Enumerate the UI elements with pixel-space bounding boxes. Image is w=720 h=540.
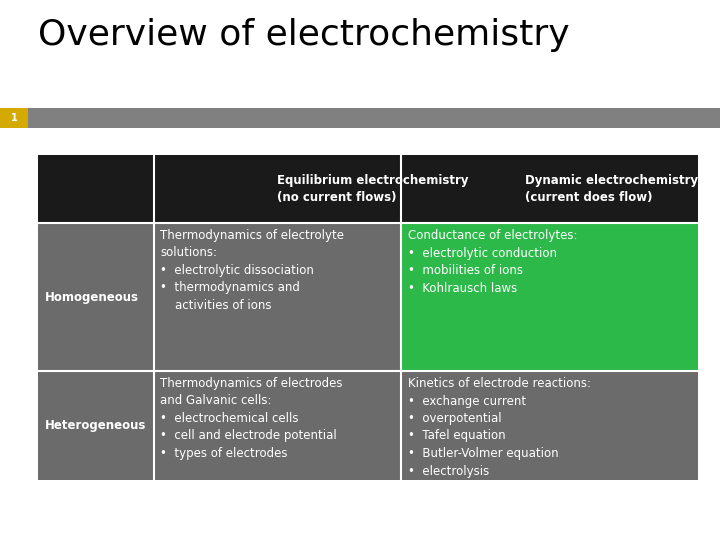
Bar	[401, 223, 698, 371]
Text: Homogeneous: Homogeneous	[45, 291, 139, 303]
Bar	[0, 108, 720, 128]
Bar	[38, 155, 698, 223]
Text: Thermodynamics of electrodes
and Galvanic cells:
•  electrochemical cells
•  cel: Thermodynamics of electrodes and Galvani…	[161, 377, 343, 460]
Text: Heterogeneous: Heterogeneous	[45, 419, 146, 432]
Text: Kinetics of electrode reactions:
•  exchange current
•  overpotential
•  Tafel e: Kinetics of electrode reactions: • excha…	[408, 377, 591, 495]
Text: Dynamic electrochemistry
(current does flow): Dynamic electrochemistry (current does f…	[525, 174, 698, 204]
Text: Overview of electrochemistry: Overview of electrochemistry	[38, 18, 570, 52]
Text: Conductance of electrolytes:
•  electrolytic conduction
•  mobilities of ions
• : Conductance of electrolytes: • electroly…	[408, 229, 577, 294]
Text: Thermodynamics of electrolyte
solutions:
•  electrolytic dissociation
•  thermod: Thermodynamics of electrolyte solutions:…	[161, 229, 344, 312]
Bar	[38, 371, 698, 480]
Text: Equilibrium electrochemistry
(no current flows): Equilibrium electrochemistry (no current…	[277, 174, 469, 204]
Bar	[0, 108, 28, 128]
Bar	[38, 223, 698, 371]
Text: 1: 1	[11, 113, 17, 123]
